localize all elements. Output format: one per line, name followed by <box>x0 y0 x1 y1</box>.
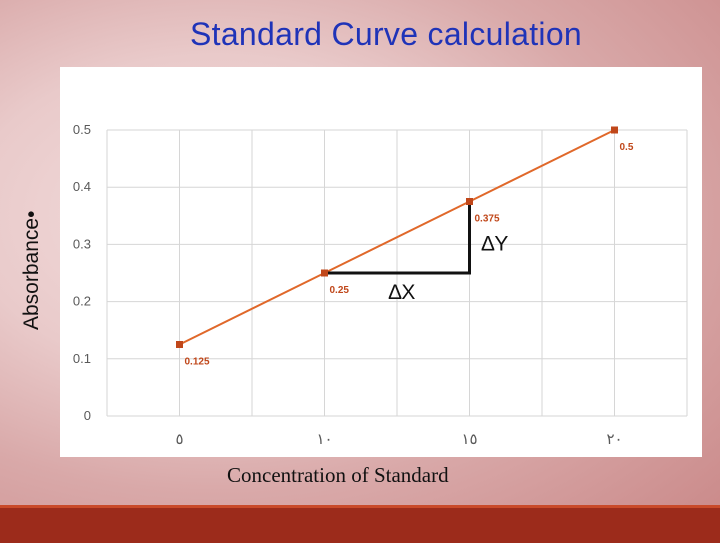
y-tick-label: 0.4 <box>73 179 91 194</box>
slide-title: Standard Curve calculation <box>190 16 583 52</box>
x-tick-label: ٥ <box>175 431 183 448</box>
footer-bar <box>0 505 720 543</box>
delta-bracket <box>324 201 471 275</box>
series-line <box>179 129 615 346</box>
x-tick-label: ٢٠ <box>606 431 622 448</box>
data-label: 0.125 <box>185 357 210 368</box>
x-tick-label: ١٥ <box>461 431 477 448</box>
line-chart: 0 0.1 0.2 0.3 0.4 0.5 ٥ ١٠ ١٥ ٢٠ ∆X ∆Y 0.125 0.25 0.37… <box>73 122 688 448</box>
delta-x-label: ∆X <box>389 281 416 304</box>
y-tick-label: 0.5 <box>73 122 91 137</box>
x-tick-label: ١٠ <box>316 431 332 448</box>
y-tick-label: 0.1 <box>73 351 91 366</box>
x-axis-title: Concentration of Standard <box>227 463 449 487</box>
y-axis-title: Absorbance• <box>20 210 43 330</box>
delta-y-label: ∆Y <box>482 232 509 255</box>
y-tick-label: 0.3 <box>73 236 91 251</box>
y-tick-label: 0 <box>84 408 91 423</box>
y-tick-label: 0.2 <box>73 294 91 309</box>
data-point-marker <box>176 341 183 348</box>
data-point-marker <box>611 126 618 134</box>
data-point-marker <box>466 198 473 205</box>
chart-panel: 0 0.1 0.2 0.3 0.4 0.5 ٥ ١٠ ١٥ ٢٠ ∆X ∆Y 0.125 0.25 0.37… <box>60 67 702 457</box>
data-label: 0.375 <box>475 214 500 225</box>
data-label: 0.5 <box>620 142 634 153</box>
data-label: 0.25 <box>330 285 350 296</box>
data-point-marker <box>321 269 328 277</box>
